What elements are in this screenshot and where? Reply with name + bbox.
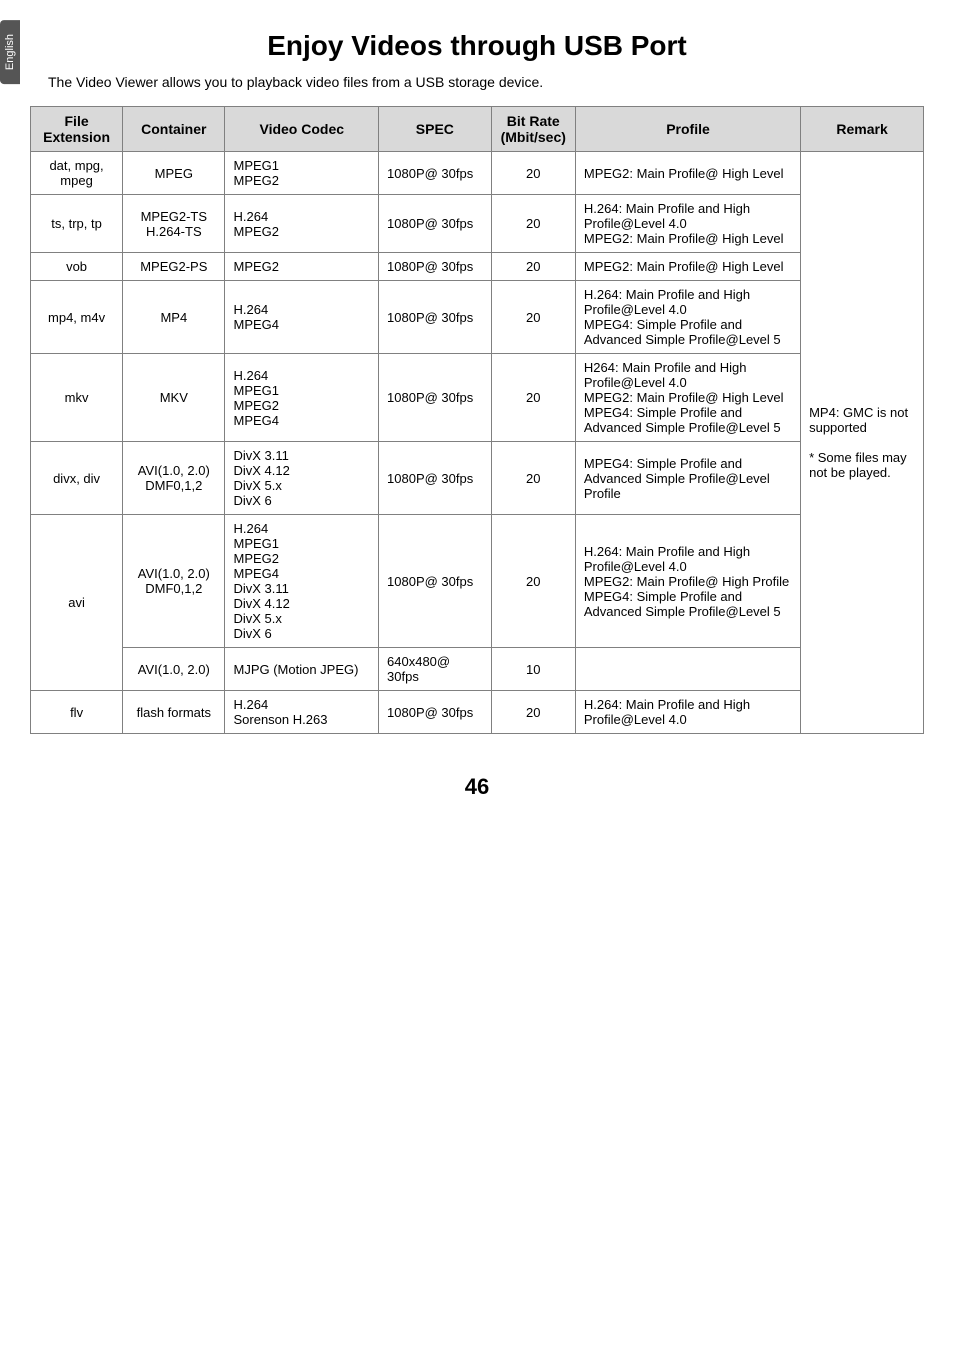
table-cell: AVI(1.0, 2.0)	[123, 648, 225, 691]
table-cell: 1080P@ 30fps	[379, 515, 492, 648]
table-cell: 1080P@ 30fps	[379, 691, 492, 734]
table-cell: flv	[31, 691, 123, 734]
video-support-table: File Extension Container Video Codec SPE…	[30, 106, 924, 734]
th-bitrate: Bit Rate (Mbit/sec)	[491, 107, 575, 152]
table-cell: DivX 3.11 DivX 4.12 DivX 5.x DivX 6	[225, 442, 379, 515]
table-cell: 20	[491, 195, 575, 253]
table-cell: 1080P@ 30fps	[379, 281, 492, 354]
table-cell: H.264: Main Profile and High Profile@Lev…	[575, 515, 800, 648]
table-cell: MPEG2-TS H.264-TS	[123, 195, 225, 253]
intro-text: The Video Viewer allows you to playback …	[48, 74, 924, 90]
table-cell: H.264 MPEG4	[225, 281, 379, 354]
table-cell: H.264: Main Profile and High Profile@Lev…	[575, 281, 800, 354]
table-cell: vob	[31, 253, 123, 281]
table-cell: MPEG4: Simple Profile and Advanced Simpl…	[575, 442, 800, 515]
table-cell: 1080P@ 30fps	[379, 152, 492, 195]
table-cell: 640x480@ 30fps	[379, 648, 492, 691]
table-row: vobMPEG2-PSMPEG21080P@ 30fps20MPEG2: Mai…	[31, 253, 924, 281]
table-cell: H.264 MPEG1 MPEG2 MPEG4 DivX 3.11 DivX 4…	[225, 515, 379, 648]
table-cell: ts, trp, tp	[31, 195, 123, 253]
remark-cell: MP4: GMC is not supported * Some files m…	[801, 152, 924, 734]
table-row: flvflash formatsH.264 Sorenson H.2631080…	[31, 691, 924, 734]
table-cell: flash formats	[123, 691, 225, 734]
table-cell: H.264: Main Profile and High Profile@Lev…	[575, 195, 800, 253]
table-row: dat, mpg, mpegMPEGMPEG1 MPEG21080P@ 30fp…	[31, 152, 924, 195]
table-cell: 1080P@ 30fps	[379, 354, 492, 442]
table-cell: MJPG (Motion JPEG)	[225, 648, 379, 691]
table-cell: H264: Main Profile and High Profile@Leve…	[575, 354, 800, 442]
table-cell: divx, div	[31, 442, 123, 515]
page-number: 46	[30, 774, 924, 800]
language-tab: English	[0, 20, 20, 84]
table-cell: MPEG2: Main Profile@ High Level	[575, 253, 800, 281]
th-spec: SPEC	[379, 107, 492, 152]
table-cell: 20	[491, 253, 575, 281]
page-title: Enjoy Videos through USB Port	[30, 30, 924, 62]
table-cell: MPEG2-PS	[123, 253, 225, 281]
table-header-row: File Extension Container Video Codec SPE…	[31, 107, 924, 152]
table-cell: H.264: Main Profile and High Profile@Lev…	[575, 691, 800, 734]
th-container: Container	[123, 107, 225, 152]
table-cell: 20	[491, 152, 575, 195]
table-cell: MPEG2: Main Profile@ High Level	[575, 152, 800, 195]
th-codec: Video Codec	[225, 107, 379, 152]
table-cell: 1080P@ 30fps	[379, 442, 492, 515]
table-cell: MKV	[123, 354, 225, 442]
table-cell: MPEG1 MPEG2	[225, 152, 379, 195]
th-profile: Profile	[575, 107, 800, 152]
table-cell: 20	[491, 281, 575, 354]
table-row: mkvMKVH.264 MPEG1 MPEG2 MPEG41080P@ 30fp…	[31, 354, 924, 442]
table-cell: 1080P@ 30fps	[379, 253, 492, 281]
table-cell: mkv	[31, 354, 123, 442]
table-cell: mp4, m4v	[31, 281, 123, 354]
table-cell: H.264 MPEG2	[225, 195, 379, 253]
table-row: ts, trp, tpMPEG2-TS H.264-TSH.264 MPEG21…	[31, 195, 924, 253]
table-row: divx, divAVI(1.0, 2.0) DMF0,1,2DivX 3.11…	[31, 442, 924, 515]
table-cell: 20	[491, 442, 575, 515]
th-ext: File Extension	[31, 107, 123, 152]
table-row: AVI(1.0, 2.0)MJPG (Motion JPEG)640x480@ …	[31, 648, 924, 691]
table-cell: AVI(1.0, 2.0) DMF0,1,2	[123, 442, 225, 515]
table-cell: 20	[491, 354, 575, 442]
table-cell: 20	[491, 691, 575, 734]
table-cell: dat, mpg, mpeg	[31, 152, 123, 195]
table-cell: avi	[31, 515, 123, 691]
table-cell: AVI(1.0, 2.0) DMF0,1,2	[123, 515, 225, 648]
table-row: mp4, m4vMP4H.264 MPEG41080P@ 30fps20H.26…	[31, 281, 924, 354]
table-cell	[575, 648, 800, 691]
table-cell: MPEG2	[225, 253, 379, 281]
table-cell: MPEG	[123, 152, 225, 195]
table-cell: 1080P@ 30fps	[379, 195, 492, 253]
table-cell: 10	[491, 648, 575, 691]
table-cell: MP4	[123, 281, 225, 354]
th-remark: Remark	[801, 107, 924, 152]
table-cell: 20	[491, 515, 575, 648]
table-row: aviAVI(1.0, 2.0) DMF0,1,2H.264 MPEG1 MPE…	[31, 515, 924, 648]
table-cell: H.264 Sorenson H.263	[225, 691, 379, 734]
table-body: dat, mpg, mpegMPEGMPEG1 MPEG21080P@ 30fp…	[31, 152, 924, 734]
table-cell: H.264 MPEG1 MPEG2 MPEG4	[225, 354, 379, 442]
